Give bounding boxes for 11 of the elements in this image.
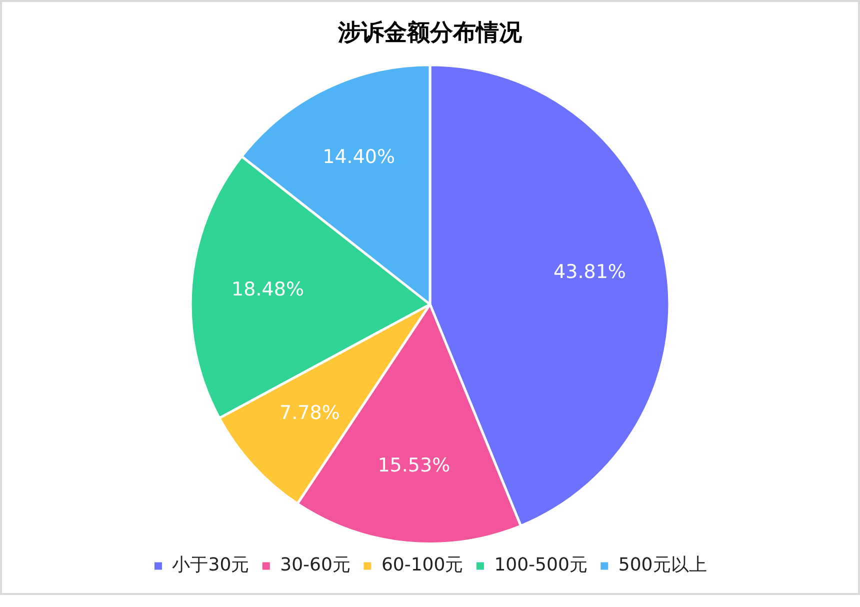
- legend-label: 500元以上: [618, 554, 707, 576]
- data-label: 14.40%: [322, 146, 396, 168]
- legend-label: 30-60元: [280, 554, 350, 576]
- data-label: 7.78%: [280, 402, 340, 424]
- data-label: 43.81%: [554, 260, 626, 283]
- data-label: 18.48%: [232, 278, 304, 300]
- data-label: 15.53%: [378, 454, 450, 476]
- legend-label: 小于30元: [172, 554, 250, 576]
- legend-label: 100-500元: [494, 554, 588, 576]
- legend-label: 60-100元: [381, 554, 464, 576]
- chart-title: 涉诉金额分布情况: [337, 20, 523, 46]
